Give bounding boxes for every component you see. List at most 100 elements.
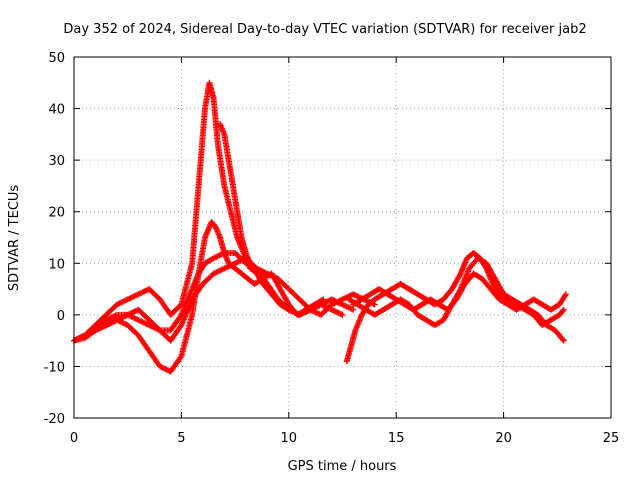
chart-title: Day 352 of 2024, Sidereal Day-to-day VTE… bbox=[63, 22, 586, 37]
data-point bbox=[105, 315, 112, 322]
data-point bbox=[225, 263, 232, 270]
data-point bbox=[116, 315, 123, 322]
data-point bbox=[132, 315, 139, 322]
data-point bbox=[79, 333, 86, 340]
data-point bbox=[84, 331, 91, 338]
data-point bbox=[268, 272, 275, 279]
data-point bbox=[126, 311, 133, 318]
data-point bbox=[238, 257, 245, 264]
data-point bbox=[291, 309, 298, 316]
data-point bbox=[303, 308, 310, 315]
data-point bbox=[304, 307, 311, 314]
data-point bbox=[101, 322, 108, 329]
data-point bbox=[307, 306, 314, 313]
data-point bbox=[323, 304, 330, 311]
data-point bbox=[350, 291, 357, 298]
data-point bbox=[87, 329, 94, 336]
data-point bbox=[340, 302, 347, 309]
data-point bbox=[300, 309, 307, 316]
data-point bbox=[119, 314, 126, 321]
data-points bbox=[71, 79, 569, 375]
data-point bbox=[130, 314, 137, 321]
data-point bbox=[336, 310, 343, 317]
data-point bbox=[562, 291, 569, 298]
data-point bbox=[214, 268, 221, 275]
data-point bbox=[232, 260, 239, 267]
data-point bbox=[351, 291, 358, 298]
data-point bbox=[105, 320, 112, 327]
data-point bbox=[120, 320, 127, 327]
y-tick-label: 30 bbox=[48, 154, 65, 169]
data-point bbox=[115, 316, 122, 323]
data-point bbox=[130, 293, 137, 300]
data-point bbox=[339, 301, 346, 308]
data-point bbox=[120, 313, 127, 320]
data-point bbox=[215, 268, 222, 275]
data-point bbox=[224, 264, 231, 271]
data-point bbox=[103, 322, 110, 329]
data-point bbox=[88, 329, 95, 336]
data-point bbox=[226, 262, 233, 269]
data-point bbox=[132, 292, 139, 299]
data-point bbox=[122, 297, 129, 304]
data-point bbox=[218, 266, 225, 273]
data-point bbox=[330, 307, 337, 314]
data-point bbox=[308, 306, 315, 313]
data-point bbox=[262, 269, 269, 276]
data-point bbox=[560, 337, 567, 344]
data-point bbox=[138, 318, 145, 325]
data-point bbox=[328, 301, 335, 308]
data-point bbox=[313, 309, 320, 316]
data-point bbox=[338, 300, 345, 307]
data-point bbox=[272, 274, 279, 281]
data-point bbox=[160, 365, 167, 372]
data-point bbox=[77, 334, 84, 341]
data-point bbox=[297, 311, 304, 318]
data-point bbox=[72, 336, 79, 343]
data-point bbox=[559, 307, 566, 314]
data-point bbox=[288, 307, 295, 314]
data-point bbox=[456, 271, 463, 278]
x-tick-label: 15 bbox=[388, 431, 405, 446]
data-point bbox=[342, 295, 349, 302]
data-point bbox=[75, 335, 82, 342]
data-point bbox=[99, 324, 106, 331]
data-point bbox=[130, 309, 137, 316]
data-point bbox=[135, 291, 142, 298]
data-point bbox=[117, 299, 124, 306]
data-point bbox=[120, 298, 127, 305]
data-point bbox=[339, 296, 346, 303]
data-point bbox=[264, 270, 271, 277]
data-point bbox=[104, 316, 111, 323]
data-point bbox=[328, 306, 335, 313]
data-point bbox=[269, 273, 276, 280]
data-point bbox=[221, 265, 228, 272]
data-point bbox=[81, 332, 88, 339]
data-point bbox=[237, 257, 244, 264]
y-tick-label: 0 bbox=[57, 309, 65, 324]
x-tick-label: 25 bbox=[603, 431, 620, 446]
data-point bbox=[211, 269, 218, 276]
series-track-8 bbox=[350, 270, 569, 313]
data-point bbox=[342, 302, 349, 309]
data-point bbox=[76, 335, 83, 342]
x-tick-label: 0 bbox=[70, 431, 78, 446]
y-tick-label: -10 bbox=[44, 360, 65, 375]
data-point bbox=[122, 320, 129, 327]
data-point bbox=[108, 314, 115, 321]
data-point bbox=[135, 317, 142, 324]
x-tick-label: 20 bbox=[495, 431, 512, 446]
data-point bbox=[347, 305, 354, 312]
data-point bbox=[119, 298, 126, 305]
data-point bbox=[95, 326, 102, 333]
data-point bbox=[139, 318, 146, 325]
data-point bbox=[162, 366, 169, 373]
y-tick-label: 40 bbox=[48, 103, 65, 118]
data-point bbox=[143, 320, 150, 327]
data-point bbox=[109, 318, 116, 325]
data-point bbox=[113, 301, 120, 308]
data-point bbox=[214, 253, 221, 260]
data-point bbox=[124, 311, 131, 318]
data-point bbox=[323, 298, 330, 305]
